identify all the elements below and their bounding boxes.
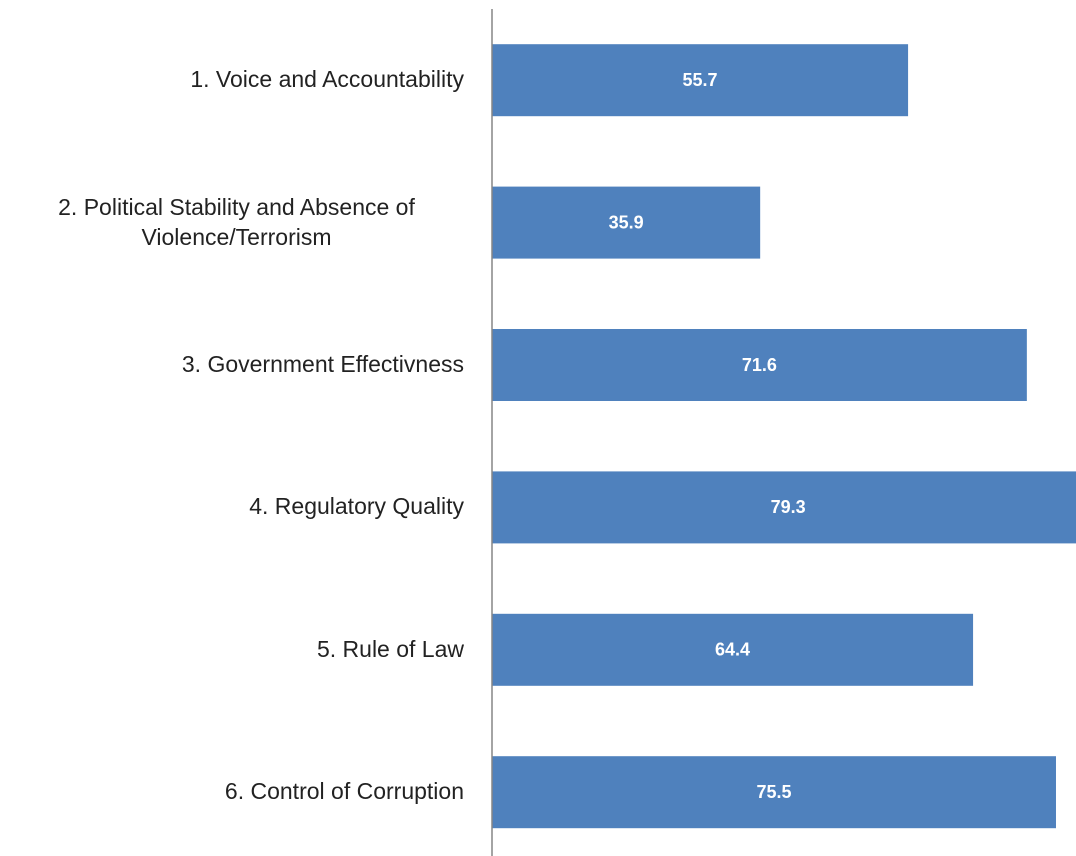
bar	[492, 613, 974, 686]
category-label: 6. Control of Corruption	[0, 721, 464, 856]
category-label: 4. Regulatory Quality	[0, 436, 464, 578]
category-text: 5. Rule of Law	[316, 635, 464, 662]
bar	[492, 329, 1027, 401]
value-label: 79.3	[771, 497, 806, 517]
value-label: 71.6	[742, 355, 777, 375]
category-text: 6. Control of Corruption	[224, 778, 464, 805]
category-label: 3. Government Effectivness	[0, 294, 464, 436]
value-label: 64.4	[715, 640, 750, 660]
category-text: 4. Regulatory Quality	[249, 493, 464, 520]
category-text: 2. Political Stability and Absence of Vi…	[58, 193, 415, 250]
bar	[492, 471, 1076, 544]
category-label: 2. Political Stability and Absence of Vi…	[0, 151, 464, 293]
category-label: 1. Voice and Accountability	[0, 9, 464, 151]
bar	[492, 44, 909, 117]
value-label: 75.5	[756, 782, 791, 802]
bar	[492, 756, 1056, 829]
value-label: 35.9	[609, 212, 644, 232]
value-label: 55.7	[683, 70, 718, 90]
category-text: 3. Government Effectivness	[181, 351, 464, 378]
bar	[492, 186, 761, 259]
category-text: 1. Voice and Accountability	[190, 66, 464, 93]
category-label: 5. Rule of Law	[0, 579, 464, 721]
